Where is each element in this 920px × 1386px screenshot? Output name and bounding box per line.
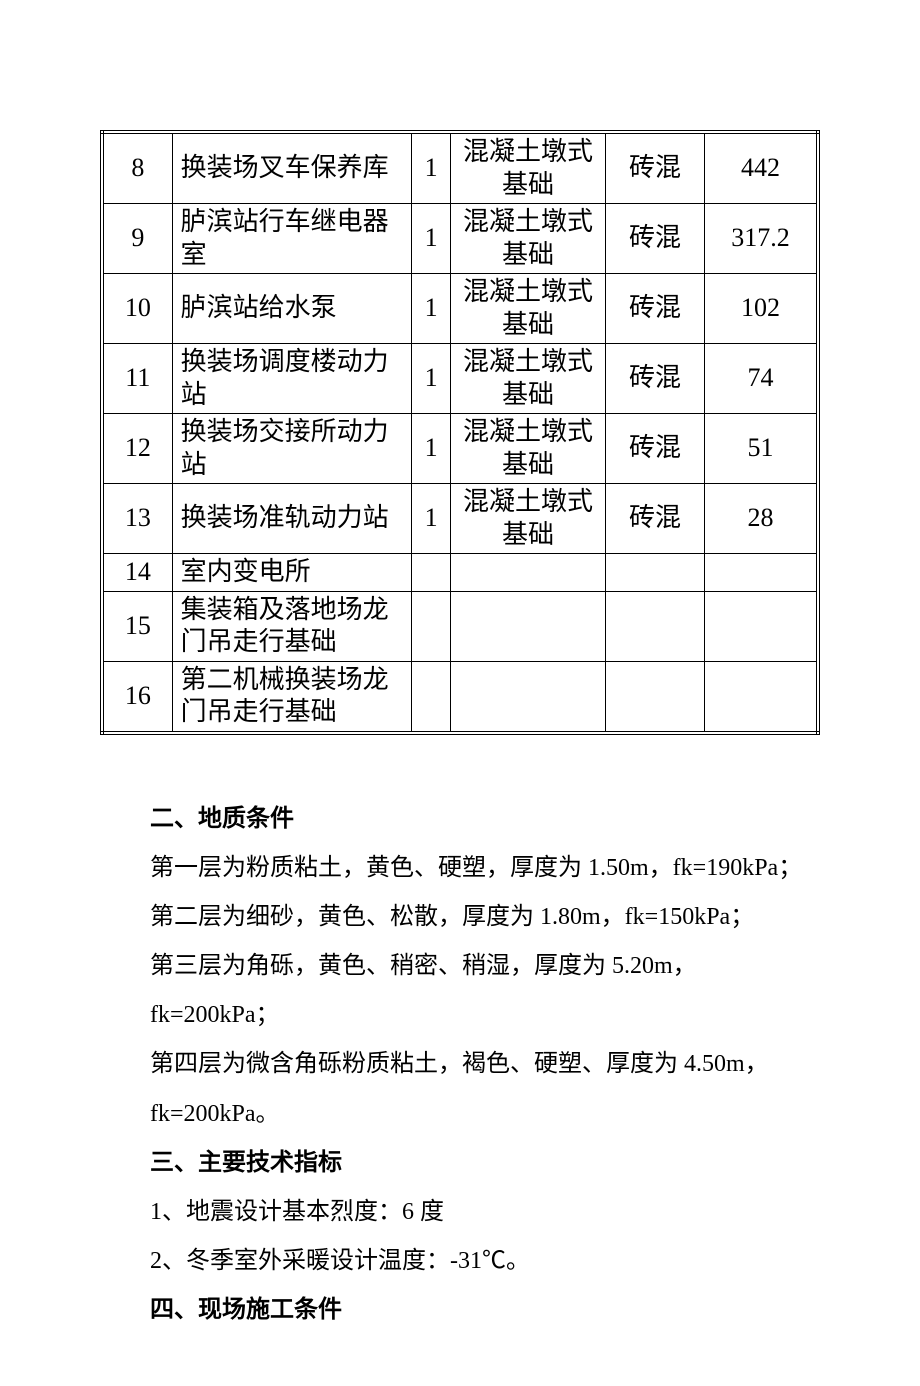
cell-qty	[411, 554, 450, 592]
body-text: 二、地质条件 第一层为粉质粘土，黄色、硬塑，厚度为 1.50m，fk=190kP…	[100, 795, 820, 1336]
cell-structure	[605, 661, 704, 733]
cell-name: 第二机械换装场龙门吊走行基础	[172, 661, 411, 733]
cell-qty	[411, 591, 450, 661]
section-4-heading: 四、现场施工条件	[150, 1286, 810, 1335]
table-row: 10 胪滨站给水泵 1 混凝土墩式基础 砖混 102	[102, 274, 818, 344]
cell-num: 13	[102, 484, 172, 554]
cell-num: 15	[102, 591, 172, 661]
cell-qty: 1	[411, 344, 450, 414]
table-row: 12 换装场交接所动力站 1 混凝土墩式基础 砖混 51	[102, 414, 818, 484]
cell-num: 10	[102, 274, 172, 344]
cell-num: 16	[102, 661, 172, 733]
cell-foundation: 混凝土墩式基础	[451, 484, 606, 554]
table-row: 16 第二机械换装场龙门吊走行基础	[102, 661, 818, 733]
section-2-heading: 二、地质条件	[150, 795, 810, 844]
cell-structure	[605, 554, 704, 592]
cell-area	[704, 661, 818, 733]
cell-qty	[411, 661, 450, 733]
table-row: 15 集装箱及落地场龙门吊走行基础	[102, 591, 818, 661]
cell-num: 9	[102, 204, 172, 274]
cell-name: 换装场调度楼动力站	[172, 344, 411, 414]
section-3-line: 2、冬季室外采暖设计温度：-31℃。	[150, 1237, 810, 1286]
cell-structure: 砖混	[605, 414, 704, 484]
section-3-line: 1、地震设计基本烈度：6 度	[150, 1188, 810, 1237]
cell-foundation: 混凝土墩式基础	[451, 132, 606, 204]
cell-num: 8	[102, 132, 172, 204]
cell-foundation	[451, 661, 606, 733]
table-row: 11 换装场调度楼动力站 1 混凝土墩式基础 砖混 74	[102, 344, 818, 414]
section-3-heading: 三、主要技术指标	[150, 1139, 810, 1188]
cell-structure: 砖混	[605, 344, 704, 414]
cell-area: 442	[704, 132, 818, 204]
cell-foundation: 混凝土墩式基础	[451, 204, 606, 274]
cell-qty: 1	[411, 414, 450, 484]
cell-qty: 1	[411, 274, 450, 344]
cell-structure: 砖混	[605, 274, 704, 344]
cell-name: 室内变电所	[172, 554, 411, 592]
cell-foundation: 混凝土墩式基础	[451, 414, 606, 484]
table-row: 9 胪滨站行车继电器室 1 混凝土墩式基础 砖混 317.2	[102, 204, 818, 274]
cell-structure: 砖混	[605, 132, 704, 204]
section-2-line: 第一层为粉质粘土，黄色、硬塑，厚度为 1.50m，fk=190kPa；	[150, 844, 810, 893]
cell-structure: 砖混	[605, 204, 704, 274]
section-2-line: 第二层为细砂，黄色、松散，厚度为 1.80m，fk=150kPa；	[150, 893, 810, 942]
cell-name: 胪滨站行车继电器室	[172, 204, 411, 274]
table-body: 8 换装场叉车保养库 1 混凝土墩式基础 砖混 442 9 胪滨站行车继电器室 …	[102, 132, 818, 733]
cell-qty: 1	[411, 132, 450, 204]
cell-num: 12	[102, 414, 172, 484]
cell-area: 317.2	[704, 204, 818, 274]
table-row: 14 室内变电所	[102, 554, 818, 592]
cell-qty: 1	[411, 484, 450, 554]
cell-name: 换装场叉车保养库	[172, 132, 411, 204]
table-row: 8 换装场叉车保养库 1 混凝土墩式基础 砖混 442	[102, 132, 818, 204]
cell-area	[704, 591, 818, 661]
cell-foundation: 混凝土墩式基础	[451, 274, 606, 344]
cell-num: 14	[102, 554, 172, 592]
cell-area: 102	[704, 274, 818, 344]
cell-name: 胪滨站给水泵	[172, 274, 411, 344]
cell-foundation	[451, 591, 606, 661]
cell-area: 74	[704, 344, 818, 414]
cell-name: 换装场交接所动力站	[172, 414, 411, 484]
cell-name: 换装场准轨动力站	[172, 484, 411, 554]
cell-num: 11	[102, 344, 172, 414]
cell-area	[704, 554, 818, 592]
cell-foundation	[451, 554, 606, 592]
cell-structure: 砖混	[605, 484, 704, 554]
cell-area: 28	[704, 484, 818, 554]
building-table: 8 换装场叉车保养库 1 混凝土墩式基础 砖混 442 9 胪滨站行车继电器室 …	[100, 130, 820, 735]
cell-name: 集装箱及落地场龙门吊走行基础	[172, 591, 411, 661]
cell-qty: 1	[411, 204, 450, 274]
cell-area: 51	[704, 414, 818, 484]
cell-structure	[605, 591, 704, 661]
section-2-line: 第三层为角砾，黄色、稍密、稍湿，厚度为 5.20m，fk=200kPa；	[150, 942, 810, 1040]
cell-foundation: 混凝土墩式基础	[451, 344, 606, 414]
table-row: 13 换装场准轨动力站 1 混凝土墩式基础 砖混 28	[102, 484, 818, 554]
section-2-line: 第四层为微含角砾粉质粘土，褐色、硬塑、厚度为 4.50m，fk=200kPa。	[150, 1040, 810, 1138]
